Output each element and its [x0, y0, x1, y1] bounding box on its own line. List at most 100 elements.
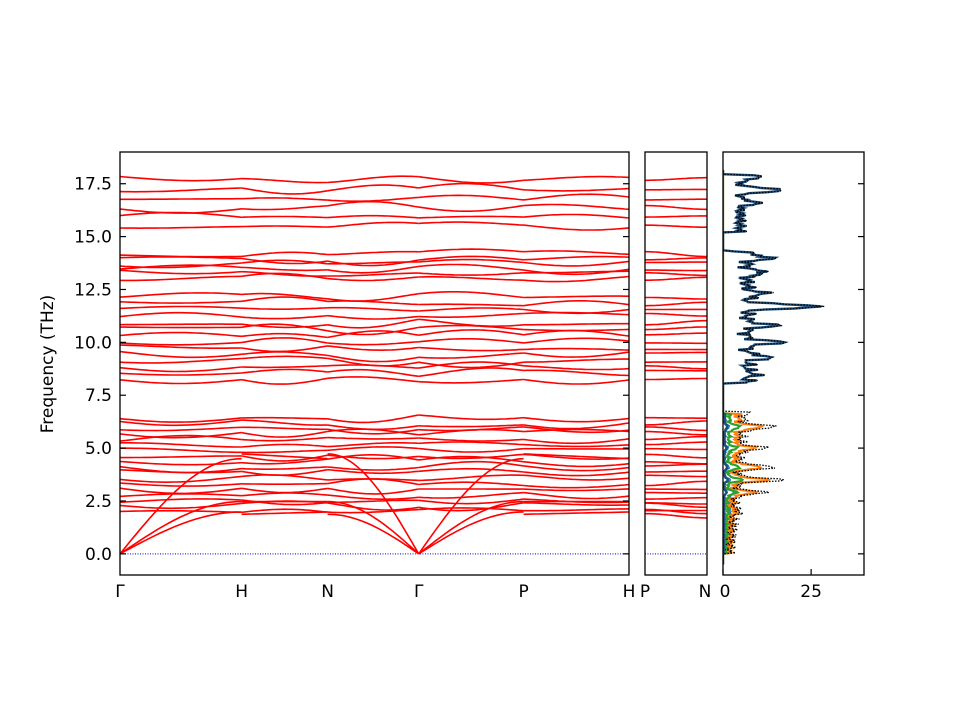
segment-band-line	[645, 470, 707, 473]
band-line	[327, 292, 419, 302]
segment-band-line	[645, 319, 707, 326]
band-line	[418, 437, 524, 442]
band-line	[523, 193, 629, 201]
dos-panel: 0 25	[720, 151, 865, 602]
acoustic-branch	[418, 457, 524, 555]
band-line	[523, 213, 629, 219]
band-line	[327, 508, 419, 514]
band-line	[327, 265, 419, 274]
band-line	[327, 487, 419, 495]
band-line	[327, 326, 419, 336]
band-line	[327, 436, 419, 440]
band-line	[120, 366, 242, 373]
band-line	[418, 507, 524, 512]
band-line	[418, 378, 524, 384]
band-line	[120, 341, 242, 346]
segment-band-line	[645, 508, 707, 515]
band-line	[327, 318, 419, 329]
segment-band-line	[645, 435, 707, 441]
segment-band-line	[645, 420, 707, 426]
segment-x-tick-label: P	[640, 582, 650, 602]
segment-band-line	[645, 502, 707, 509]
dos-x-tick-label: 25	[800, 582, 822, 602]
band-line	[241, 492, 328, 497]
band-line	[120, 460, 242, 466]
y-tick-label: 15.0	[74, 228, 112, 248]
band-line	[327, 221, 419, 228]
y-tick-label: 5.0	[85, 439, 112, 459]
band-line	[418, 194, 524, 201]
band-line	[241, 270, 328, 278]
band-line	[241, 332, 328, 339]
band-line	[327, 354, 419, 363]
band-line	[523, 328, 629, 332]
segment-band-line	[645, 474, 707, 478]
band-line	[120, 175, 242, 182]
band-line	[241, 355, 328, 360]
band-line	[523, 255, 629, 261]
dos-green-curve	[723, 170, 745, 565]
segment-band-line	[645, 332, 707, 336]
band-line	[241, 307, 328, 310]
band-line	[523, 488, 629, 492]
band-line	[418, 303, 524, 307]
acoustic-branch	[241, 453, 328, 460]
band-line	[418, 175, 524, 184]
band-line	[120, 419, 242, 427]
band-line	[523, 295, 629, 299]
band-line	[120, 254, 242, 258]
segment-band-line	[645, 441, 707, 446]
band-line	[523, 474, 629, 481]
band-line	[327, 272, 419, 277]
band-line	[120, 197, 242, 201]
segment-band-line	[645, 296, 707, 300]
segment-band-line	[645, 365, 707, 370]
acoustic-branch	[327, 513, 420, 555]
band-line	[241, 345, 328, 353]
band-line	[241, 377, 328, 385]
x-tick-label: H	[623, 582, 636, 602]
band-line	[327, 184, 419, 192]
band-line	[523, 428, 629, 433]
band-line	[241, 296, 328, 303]
band-line	[327, 259, 419, 267]
band-line	[241, 443, 328, 448]
x-tick-label: Γ	[115, 582, 125, 602]
band-line	[241, 466, 328, 470]
dos-orange-curve	[723, 170, 772, 565]
x-tick-label: N	[321, 582, 334, 602]
band-line	[523, 224, 629, 231]
band-line	[327, 276, 419, 282]
band-line	[120, 208, 242, 214]
band-line	[120, 502, 242, 510]
dos-panel-frame	[722, 151, 865, 576]
band-line	[327, 214, 419, 219]
band-line	[327, 428, 419, 435]
band-line	[523, 426, 629, 434]
band-line	[523, 502, 629, 506]
band-line	[241, 426, 328, 431]
band-line	[241, 449, 328, 454]
segment-band-line	[645, 272, 707, 277]
band-line	[327, 478, 419, 482]
band-line	[418, 424, 524, 428]
band-line	[120, 305, 242, 310]
band-line	[523, 308, 629, 315]
y-axis: 0.0 2.5 5.0 7.5 10.0 12.5 15.0 17.5	[74, 175, 629, 565]
band-line	[523, 351, 629, 358]
band-line	[120, 331, 242, 338]
band-line	[120, 262, 242, 269]
band-line	[418, 276, 524, 281]
segment-band-line	[645, 351, 707, 354]
band-line	[418, 502, 524, 512]
band-line	[327, 376, 419, 383]
band-line	[418, 204, 524, 212]
segment-x-tick-label: N	[699, 582, 712, 602]
x-tick-label: P	[518, 582, 528, 602]
band-line	[120, 372, 242, 376]
band-line	[523, 187, 629, 192]
band-line	[241, 251, 328, 258]
band-line	[418, 447, 524, 453]
